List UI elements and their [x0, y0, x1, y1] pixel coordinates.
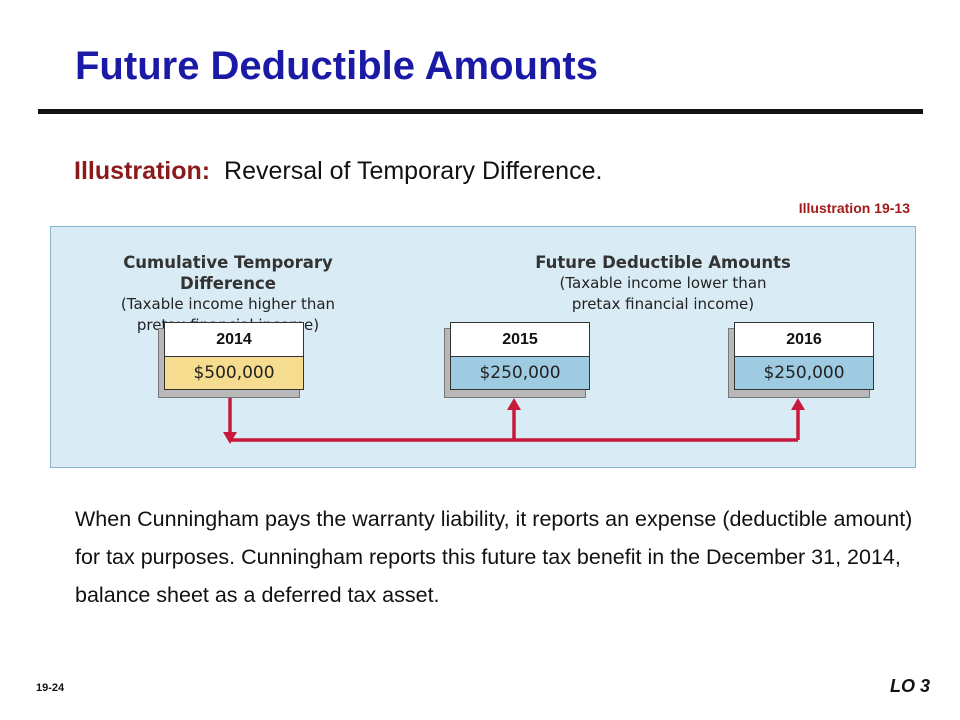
slide-number: 19-24 [36, 682, 65, 694]
arrowhead-up-2016 [791, 398, 805, 410]
arrowhead-up-2015 [507, 398, 521, 410]
right-heading-line2: pretax financial income) [571, 295, 755, 313]
learning-objective: LO 3 [889, 676, 930, 696]
right-heading-title: Future Deductible Amounts [535, 253, 791, 272]
illustration-text: Reversal of Temporary Difference. [224, 157, 603, 185]
year-box-2015: 2015 $250,000 [450, 322, 590, 390]
title-divider [38, 109, 923, 114]
illustration-label: Illustration: [74, 157, 211, 185]
amount-value: $500,000 [165, 357, 303, 389]
year-label: 2015 [451, 323, 589, 357]
year-box-2014: 2014 $500,000 [164, 322, 304, 390]
year-label: 2014 [165, 323, 303, 357]
slide-title: Future Deductible Amounts [75, 44, 598, 88]
right-heading-line1: (Taxable income lower than [559, 274, 767, 292]
illustration-number: Illustration 19-13 [798, 200, 910, 216]
amount-value: $250,000 [735, 357, 873, 389]
left-heading-title: Cumulative Temporary Difference [123, 253, 333, 293]
right-heading: Future Deductible Amounts (Taxable incom… [508, 252, 818, 315]
year-box-2016: 2016 $250,000 [734, 322, 874, 390]
amount-value: $250,000 [451, 357, 589, 389]
left-heading-line1: (Taxable income higher than [120, 295, 336, 313]
arrowhead-down-2014 [223, 432, 237, 444]
year-label: 2016 [735, 323, 873, 357]
explanation-paragraph: When Cunningham pays the warranty liabil… [75, 507, 913, 607]
illustration-caption: Illustration: Reversal of Temporary Diff… [74, 157, 602, 186]
